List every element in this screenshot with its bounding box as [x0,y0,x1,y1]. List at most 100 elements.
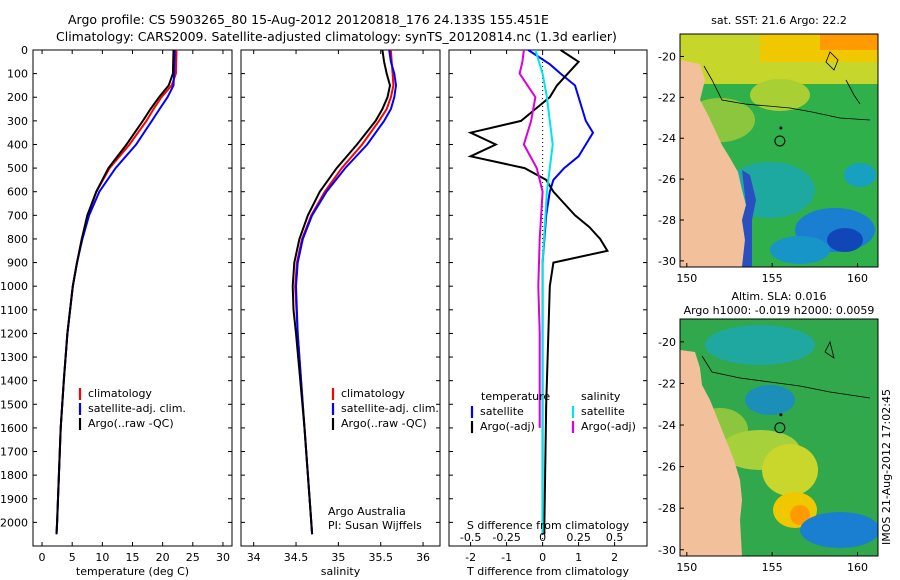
lat-tick-label: -30 [658,255,676,268]
lat-tick-label: -24 [658,419,676,432]
legend-label: satellite [480,405,524,418]
x-axis-label: T difference from climatology [466,565,629,578]
x-tick-label: 1 [575,551,582,564]
profile-title: Argo profile: CS 5903265_80 15-Aug-2012 … [68,12,549,27]
depth-tick-label: 2000 [0,516,28,529]
argo-float-marker [774,422,786,434]
lon-tick-label: 155 [762,272,783,285]
series-argo-raw-qc- [55,49,175,535]
legend-label: satellite-adj. clim. [341,402,439,415]
x-tick-label: 25 [186,551,200,564]
lat-tick-label: -22 [658,377,676,390]
float-dot [779,126,783,130]
depth-tick-label: 1900 [0,493,28,506]
series-temperature-argo(-adj) [467,49,609,535]
salinity-diff-tick-label: -0.5 [460,531,481,544]
x-tick-label: 0 [539,551,546,564]
lat-tick-label: -20 [658,50,676,63]
depth-tick-label: 1300 [0,351,28,364]
depth-tick-label: 1400 [0,375,28,388]
depth-tick-label: 500 [7,162,28,175]
argo-float-marker [774,135,786,147]
lat-tick-label: -20 [658,336,676,349]
depth-tick-label: 1500 [0,398,28,411]
lat-tick-label: -26 [658,173,676,186]
legend-label: Argo(..raw -QC) [341,417,427,430]
legend-label: satellite-adj. clim. [88,402,186,415]
series-satellite-adj-clim- [55,49,176,535]
sst-map-title: sat. SST: 21.6 Argo: 22.2 [711,14,847,27]
lon-tick-label: 150 [676,272,697,285]
x-tick-label: 36 [416,551,430,564]
argo-australia-note: Argo Australia [328,505,406,518]
x-tick-label: 2 [611,551,618,564]
climatology-title: Climatology: CARS2009. Satellite-adjuste… [56,29,617,44]
series-climatology [55,49,178,535]
depth-tick-label: 300 [7,115,28,128]
depth-tick-label: 0 [21,44,28,57]
x-tick-label: -2 [465,551,476,564]
legend-label: Argo(-adj) [581,420,636,433]
float-dot [779,413,783,417]
x-tick-label: 34.5 [284,551,309,564]
x-tick-label: 0 [39,551,46,564]
legend-label: satellite [581,405,625,418]
x-tick-label: 20 [156,551,170,564]
x-axis-label: temperature (deg C) [76,565,189,578]
x-tick-label: 15 [126,551,140,564]
depth-tick-label: 400 [7,138,28,151]
x-tick-label: -1 [501,551,512,564]
sla-map-subtitle: Argo h1000: -0.019 h2000: 0.0059 [684,304,875,317]
series-climatology [294,49,395,535]
x-tick-label: 34 [247,551,261,564]
depth-tick-label: 200 [7,91,28,104]
sla-map [680,319,878,556]
depth-tick-label: 1800 [0,469,28,482]
depth-tick-label: 1100 [0,304,28,317]
series-argo-raw-qc- [291,49,392,535]
lon-tick-label: 155 [762,561,783,574]
depth-tick-label: 1000 [0,280,28,293]
depth-tick-label: 1700 [0,446,28,459]
imos-timestamp: IMOS 21-Aug-2012 17:02:45 [880,389,893,545]
sla-map-title: Altim. SLA: 0.016 [731,290,826,303]
depth-tick-label: 900 [7,257,28,270]
lat-tick-label: -24 [658,132,676,145]
depth-tick-label: 700 [7,209,28,222]
depth-tick-label: 600 [7,186,28,199]
series-salinity-argo(-adj) [518,49,544,428]
lat-tick-label: -26 [658,461,676,474]
legend-header-salinity: salinity [581,390,621,403]
x-tick-label: 35 [331,551,345,564]
sla-land-coast [680,350,742,556]
salinity-diff-tick-label: 0.5 [606,531,624,544]
salinity-diff-tick-label: 0.25 [566,531,591,544]
lat-tick-label: -28 [658,502,676,515]
legend-label: climatology [341,387,405,400]
lon-tick-label: 160 [847,561,868,574]
sst-land-coast [680,60,746,267]
salinity-diff-tick-label: -0.25 [492,531,520,544]
lat-tick-label: -28 [658,214,676,227]
depth-tick-label: 1600 [0,422,28,435]
x-tick-label: 35.5 [368,551,393,564]
legend-label: Argo(..raw -QC) [88,417,174,430]
series-salinity-satellite [534,49,554,535]
legend-label: Argo(-adj) [480,420,535,433]
salinity-diff-axis-label: S difference from climatology [467,519,630,532]
lon-tick-label: 150 [676,561,697,574]
sst-map [680,34,878,267]
lat-tick-label: -22 [658,91,676,104]
legend-header-temperature: temperature [481,390,550,403]
x-axis-label: salinity [321,565,361,578]
argo-australia-note: PI: Susan Wijffels [328,519,422,532]
salinity-diff-tick-label: 0 [539,531,546,544]
depth-tick-label: 1200 [0,327,28,340]
x-tick-label: 10 [95,551,109,564]
lat-tick-label: -30 [658,544,676,557]
depth-tick-label: 800 [7,233,28,246]
depth-tick-label: 100 [7,68,28,81]
legend-label: climatology [88,387,152,400]
series-satellite-adj-clim- [294,49,398,535]
